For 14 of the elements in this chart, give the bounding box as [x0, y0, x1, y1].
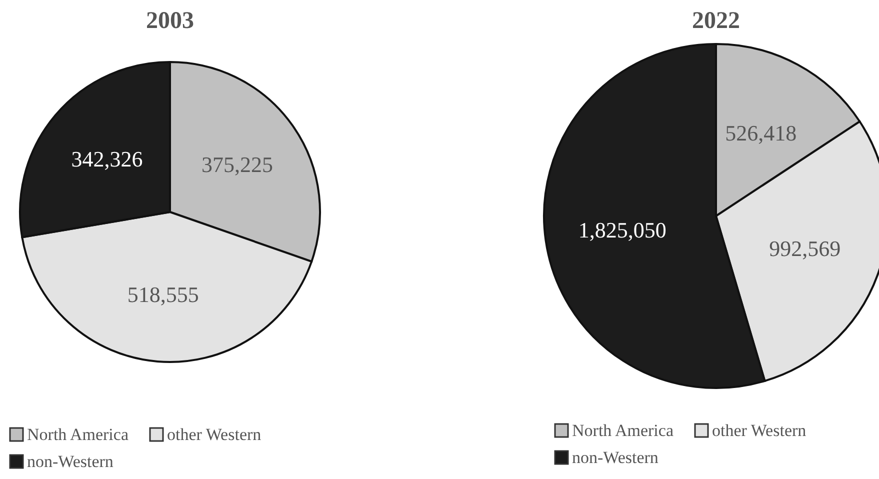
- legend-label: non-Western: [27, 452, 114, 471]
- legend-label: other Western: [712, 421, 807, 440]
- legend-label: North America: [27, 425, 129, 444]
- data-label: 1,825,050: [578, 217, 666, 242]
- legend-label: other Western: [167, 425, 262, 444]
- chart-title: 2003: [146, 8, 194, 34]
- data-label: 526,418: [725, 120, 797, 146]
- data-label: 518,555: [127, 282, 199, 307]
- data-label: 342,326: [71, 146, 143, 172]
- chart-title: 2022: [692, 8, 740, 34]
- data-label: 992,569: [769, 236, 841, 262]
- legend-label: non-Western: [572, 448, 659, 467]
- legend-label: North America: [572, 421, 674, 440]
- data-label: 375,225: [202, 152, 274, 177]
